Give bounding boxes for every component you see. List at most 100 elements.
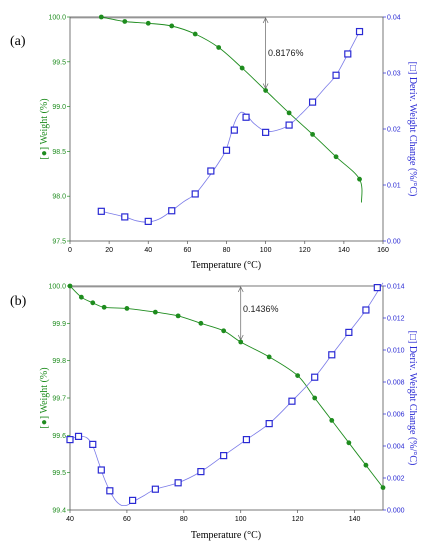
y-left-tick-label: 99.7 [52,396,66,403]
deriv-data-point [129,496,137,504]
x-axis-label-b: Temperature (°C) [191,530,261,541]
deriv-data-point [362,306,370,314]
weight-data-point [78,294,84,300]
y-left-tick-label: 99.4 [52,508,66,515]
deriv-data-point [308,98,317,106]
y-left-tick-label: 99.9 [52,321,66,328]
deriv-data-point [89,440,97,448]
y-right-tick-label: 0.012 [387,316,405,323]
deriv-data-point [288,397,296,405]
deriv-data-point [97,466,105,474]
deriv-data-point [66,436,74,444]
y-right-tick-label: 0.002 [387,476,405,483]
deriv-data-point [151,485,159,493]
x-tick-label: 140 [338,247,350,254]
deriv-data-point [97,207,105,215]
y-left-tick-label: 98.5 [52,149,66,156]
deriv-data-point [311,373,319,381]
weight-data-point [67,283,73,289]
chart-panel-a: (a) Temperature (°C) [●] Weight (%) [□] … [10,15,418,272]
panel-label-b: (b) [10,294,27,309]
deriv-data-point [230,126,238,134]
x-tick-label: 80 [223,247,231,254]
deriv-data-point [74,432,83,440]
x-tick-label: 120 [292,516,304,523]
deriv-data-point [332,71,340,79]
weight-data-point [312,395,318,401]
weight-data-point [101,304,107,310]
weight-data-point [266,354,272,360]
y-axis-label-left-a: [●] Weight (%) [39,98,50,159]
weight-data-point [239,65,245,71]
y-left-tick-label: 100.0 [48,15,66,22]
weight-series-line [101,16,363,203]
y-right-tick-label: 0.01 [387,183,401,190]
y-right-tick-label: 0.000 [387,508,405,515]
weight-data-point [90,300,96,306]
deriv-data-point [345,328,353,336]
y-right-tick-label: 0.03 [387,71,401,78]
deriv-data-point [344,50,352,58]
weight-data-point [263,88,269,93]
y-left-tick-label: 99.8 [52,358,66,365]
y-right-tick-label: 0.02 [387,127,401,134]
x-tick-label: 40 [144,247,152,254]
x-tick-label: 40 [66,516,74,523]
x-tick-label: 160 [377,247,389,254]
weight-data-point [363,462,369,468]
deriv-data-point [174,479,182,487]
deriv-data-point [242,113,250,121]
weight-data-point [329,418,335,423]
x-tick-label: 20 [105,247,113,254]
deriv-data-point [168,207,176,215]
x-tick-label: 0 [68,247,72,254]
weight-data-point [346,440,352,446]
deriv-data-point [265,420,273,428]
y-left-tick-label: 99.5 [52,59,66,66]
weight-data-point [221,328,227,334]
weight-data-point [198,320,204,326]
y-axis-label-right-b: [□] Deriv. Weight Change (%/°C) [407,331,418,466]
y-axis-label-right-a: [□] Deriv. Weight Change (%/°C) [407,62,418,197]
annotation-arrow-head-top [262,17,269,24]
annotation-arrow-head-top [237,286,244,293]
weight-data-point [310,131,315,137]
deriv-data-point [285,121,293,129]
y-right-tick-label: 0.00 [387,239,401,246]
deriv-data-point [222,146,231,154]
x-tick-label: 120 [299,247,311,254]
y-left-tick-label: 97.5 [52,239,66,246]
weight-data-point [286,110,292,116]
deriv-data-point [242,436,251,444]
chart-panel-b: (b) Temperature (°C) [●] Weight (%) [□] … [10,282,418,541]
weight-data-point [145,20,151,26]
deriv-data-point [197,468,205,476]
weight-data-point [169,23,175,29]
weight-data-point [152,309,158,315]
weight-data-point [295,373,301,378]
deriv-data-point [144,217,152,225]
panel-label-a: (a) [10,34,26,49]
weight-data-point [238,339,244,345]
deriv-data-point [373,284,381,292]
weight-data-point [192,31,198,37]
y-left-tick-label: 98.0 [52,194,66,201]
weight-data-point [175,313,181,319]
x-tick-label: 60 [123,516,131,523]
deriv-data-point [121,213,129,221]
plot-frame-a [69,16,384,242]
deriv-data-point [207,167,215,175]
y-right-tick-label: 0.006 [387,412,405,419]
annotation-a: 0.8176% [268,48,304,58]
deriv-data-point [220,452,228,460]
y-right-tick-label: 0.04 [387,15,401,22]
y-right-tick-label: 0.008 [387,380,405,387]
annotation-b: 0.1436% [243,304,279,314]
y-right-tick-label: 0.010 [387,348,405,355]
y-right-tick-label: 0.014 [387,284,405,291]
x-tick-label: 100 [235,516,247,523]
x-tick-label: 60 [183,247,191,254]
y-right-tick-label: 0.004 [387,444,405,451]
deriv-series-line [69,282,384,507]
deriv-series-line [101,31,360,223]
